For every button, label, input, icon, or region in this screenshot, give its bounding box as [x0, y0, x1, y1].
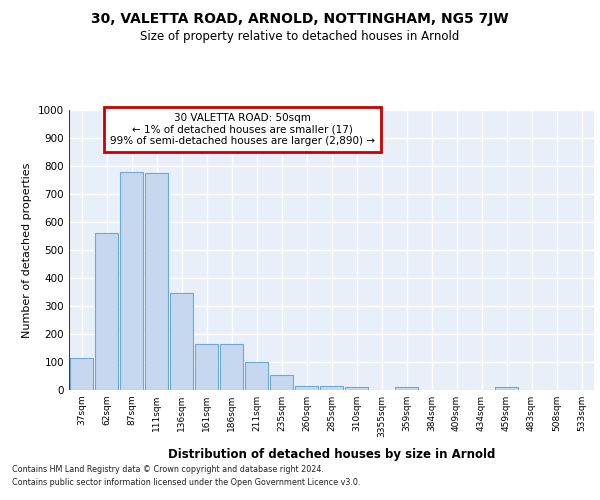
- Bar: [220, 344, 244, 390]
- Bar: [194, 344, 218, 390]
- Bar: [320, 386, 343, 390]
- Bar: [494, 387, 518, 390]
- Bar: [145, 173, 169, 390]
- Text: Contains HM Land Registry data © Crown copyright and database right 2024.: Contains HM Land Registry data © Crown c…: [12, 466, 324, 474]
- Bar: [269, 375, 293, 390]
- Text: 30, VALETTA ROAD, ARNOLD, NOTTINGHAM, NG5 7JW: 30, VALETTA ROAD, ARNOLD, NOTTINGHAM, NG…: [91, 12, 509, 26]
- X-axis label: Distribution of detached houses by size in Arnold: Distribution of detached houses by size …: [168, 448, 495, 461]
- Bar: [295, 386, 319, 390]
- Bar: [170, 294, 193, 390]
- Bar: [95, 233, 118, 390]
- Text: Contains public sector information licensed under the Open Government Licence v3: Contains public sector information licen…: [12, 478, 361, 487]
- Text: Size of property relative to detached houses in Arnold: Size of property relative to detached ho…: [140, 30, 460, 43]
- Bar: [119, 172, 143, 390]
- Bar: [395, 387, 418, 390]
- Bar: [70, 358, 94, 390]
- Bar: [344, 386, 368, 390]
- Text: 30 VALETTA ROAD: 50sqm
← 1% of detached houses are smaller (17)
99% of semi-deta: 30 VALETTA ROAD: 50sqm ← 1% of detached …: [110, 113, 375, 146]
- Y-axis label: Number of detached properties: Number of detached properties: [22, 162, 32, 338]
- Bar: [245, 362, 268, 390]
